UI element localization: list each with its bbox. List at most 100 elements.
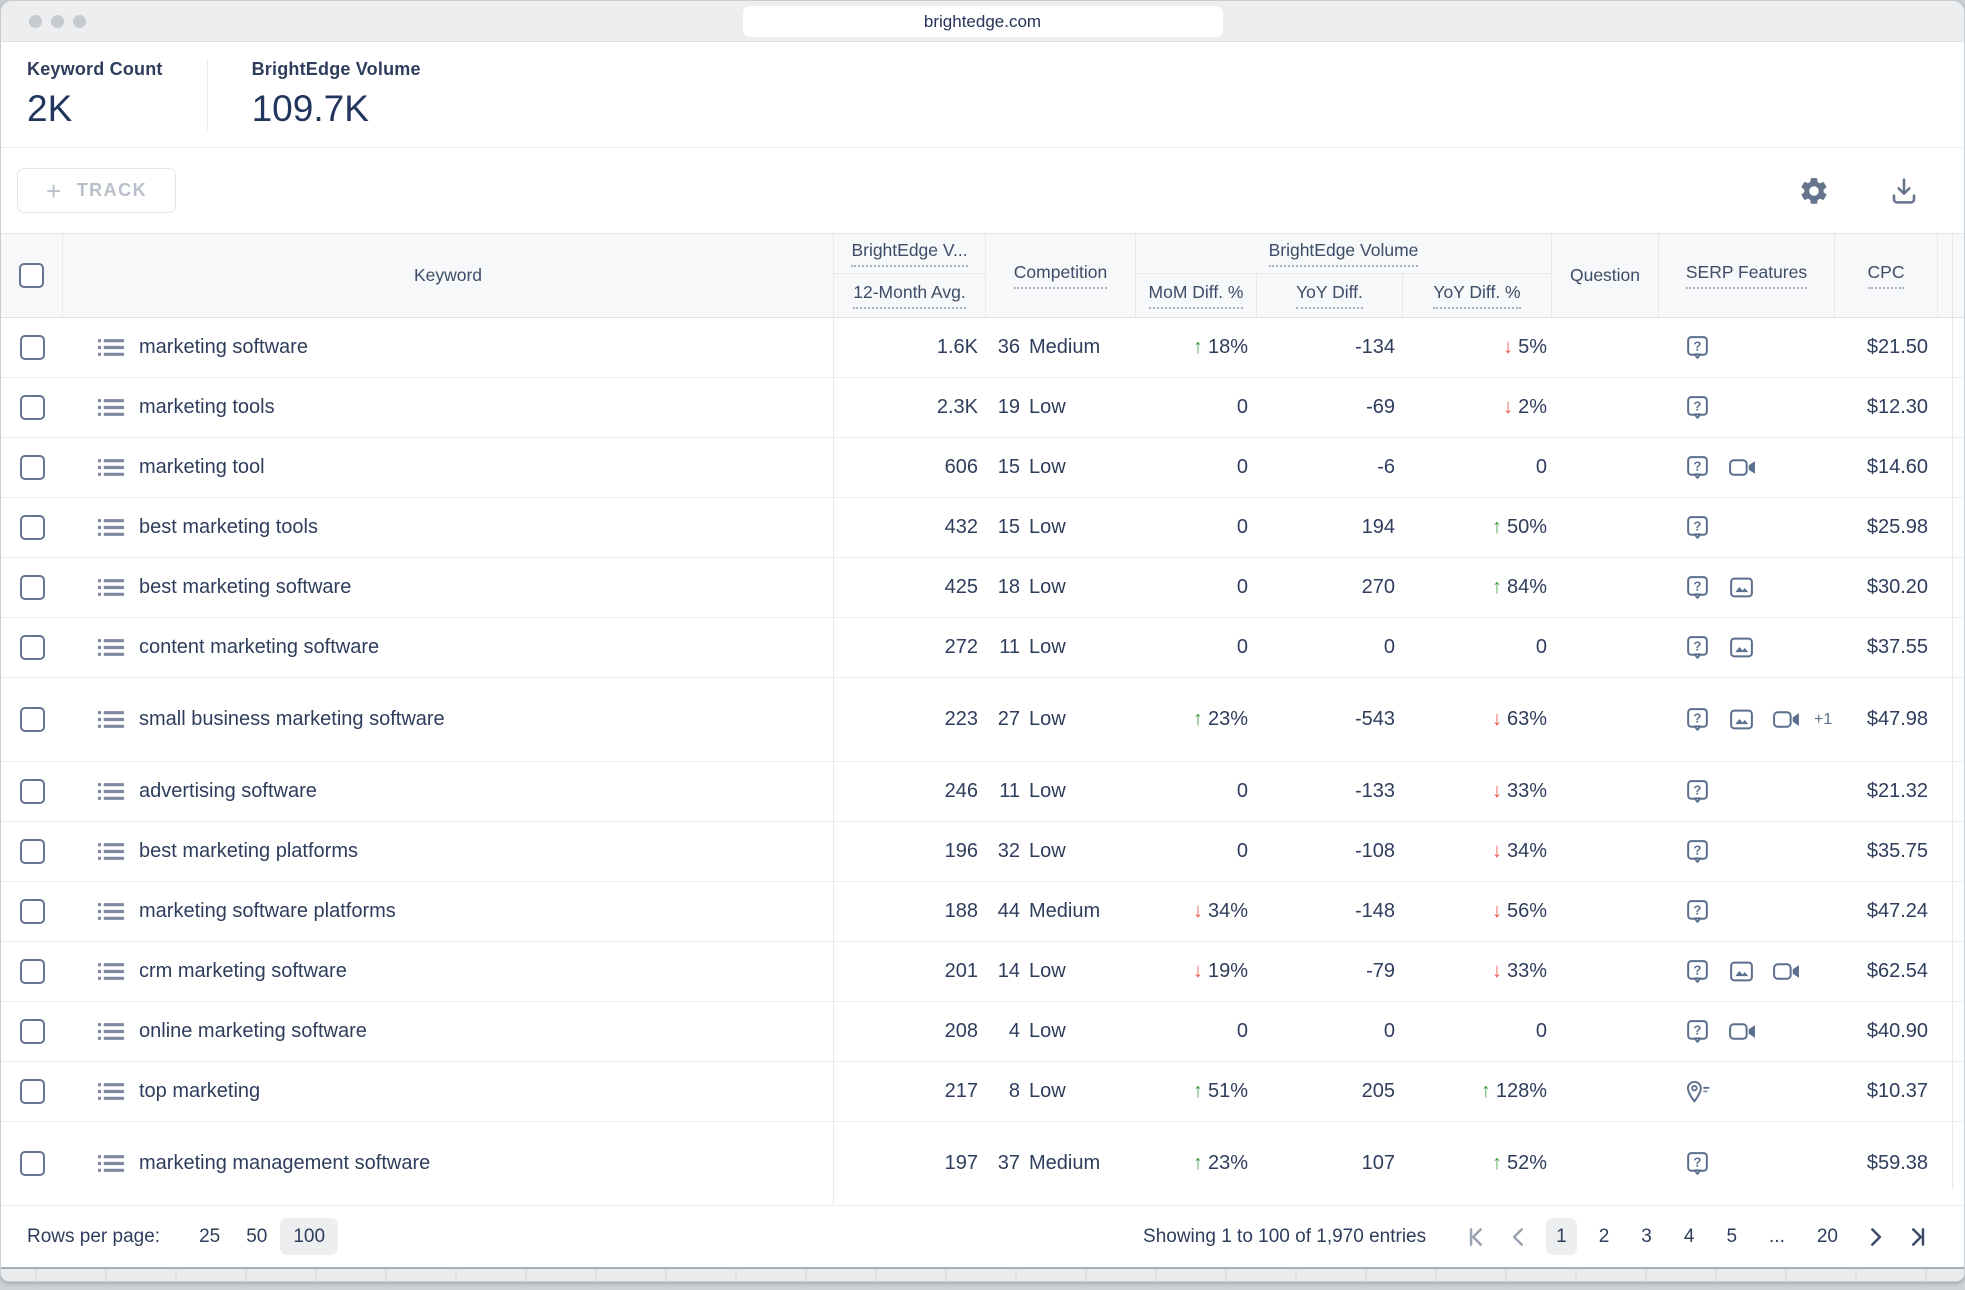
question-cell: [1552, 882, 1659, 941]
row-checkbox[interactable]: [19, 515, 45, 540]
yoy-diff-value: -148: [1354, 900, 1395, 922]
row-checkbox[interactable]: [19, 707, 45, 732]
list-icon[interactable]: [96, 1020, 126, 1043]
keyword-text[interactable]: top marketing: [139, 1080, 261, 1102]
keyword-text[interactable]: marketing software platforms: [139, 900, 396, 922]
keyword-text[interactable]: crm marketing software: [139, 960, 347, 982]
keyword-text[interactable]: best marketing tools: [139, 516, 318, 538]
image-icon: [1730, 637, 1753, 658]
row-checkbox[interactable]: [19, 1079, 45, 1104]
window-controls[interactable]: [29, 15, 86, 28]
keyword-text[interactable]: advertising software: [139, 780, 317, 802]
svg-text:?: ?: [1694, 711, 1702, 726]
row-checkbox[interactable]: [19, 455, 45, 480]
row-checkbox[interactable]: [19, 575, 45, 600]
page-number-2[interactable]: 2: [1598, 1225, 1610, 1247]
list-icon[interactable]: [96, 780, 126, 803]
page-size-option-100[interactable]: 100: [280, 1217, 339, 1255]
competition-score: 15: [997, 516, 1020, 538]
serp-extra-count[interactable]: +1: [1814, 710, 1833, 728]
select-all-checkbox[interactable]: [19, 263, 44, 288]
question-icon: ?: [1687, 708, 1708, 731]
keyword-text[interactable]: best marketing software: [139, 576, 352, 598]
svg-text:?: ?: [1694, 579, 1702, 594]
row-checkbox[interactable]: [19, 1019, 45, 1044]
table-row: advertising software 246 11 Low 0 -133 ↓ 33%? $2…: [1, 762, 1964, 822]
page-number-20[interactable]: 20: [1816, 1225, 1838, 1247]
keyword-text[interactable]: small business marketing software: [139, 708, 445, 730]
competition-score: 11: [999, 780, 1020, 802]
list-icon[interactable]: [96, 336, 126, 359]
mom-diff-value: 0: [1236, 576, 1248, 598]
question-cell: [1552, 942, 1659, 1001]
row-checkbox[interactable]: [19, 779, 45, 804]
question-icon: ?: [1687, 1020, 1708, 1043]
track-button[interactable]: + TRACK: [17, 168, 177, 213]
list-icon[interactable]: [96, 1080, 126, 1103]
download-icon[interactable]: [1888, 175, 1920, 207]
svg-text:?: ?: [1694, 1023, 1702, 1038]
page-size-option-25[interactable]: 25: [199, 1225, 221, 1247]
serp-features-cell: ?: [1659, 762, 1835, 821]
question-icon: ?: [1687, 516, 1708, 539]
keyword-text[interactable]: content marketing software: [139, 636, 380, 658]
col-header-yoy-diff: YoY Diff.: [1257, 274, 1403, 317]
row-checkbox[interactable]: [19, 839, 45, 864]
keyword-text[interactable]: marketing tools: [139, 396, 275, 418]
next-page-icon[interactable]: [1862, 1224, 1888, 1250]
image-icon: [1730, 961, 1753, 982]
12-month-avg-value: 188: [944, 900, 978, 922]
competition-label: Low: [1029, 840, 1066, 862]
list-icon[interactable]: [96, 636, 126, 659]
page-size-option-50[interactable]: 50: [246, 1225, 268, 1247]
yoy-diff-pct-value: 128%: [1495, 1080, 1547, 1102]
row-checkbox[interactable]: [19, 1151, 45, 1176]
list-icon[interactable]: [96, 708, 126, 731]
prev-page-icon[interactable]: [1506, 1224, 1532, 1250]
question-cell: [1552, 1062, 1659, 1121]
svg-text:?: ?: [1694, 903, 1702, 918]
url-text: brightedge.com: [923, 11, 1042, 31]
list-icon[interactable]: [96, 516, 126, 539]
keyword-text[interactable]: marketing tool: [139, 456, 265, 478]
url-bar[interactable]: brightedge.com: [742, 6, 1223, 37]
list-icon[interactable]: [96, 396, 126, 419]
yoy-diff-value: -6: [1377, 456, 1395, 478]
keyword-text[interactable]: marketing software: [139, 336, 308, 358]
svg-text:?: ?: [1694, 339, 1702, 354]
mom-diff-value: 0: [1236, 456, 1248, 478]
yoy-diff-pct-value: 50%: [1506, 516, 1547, 538]
col-header-yoy-diff-pct: YoY Diff. %: [1403, 274, 1552, 317]
col-header-12-month-avg: 12-Month Avg.: [834, 274, 986, 317]
competition-score: 36: [997, 336, 1020, 358]
mom-diff-value: 34%: [1207, 900, 1248, 922]
row-checkbox[interactable]: [19, 959, 45, 984]
list-icon[interactable]: [96, 840, 126, 863]
gear-icon[interactable]: [1798, 175, 1830, 207]
question-icon: ?: [1687, 336, 1708, 359]
12-month-avg-value: 432: [944, 516, 978, 538]
keyword-text[interactable]: best marketing platforms: [139, 840, 358, 862]
row-checkbox[interactable]: [19, 335, 45, 360]
list-icon[interactable]: [96, 1152, 126, 1175]
list-icon[interactable]: [96, 960, 126, 983]
keyword-text[interactable]: online marketing software: [139, 1020, 367, 1042]
page-number-4[interactable]: 4: [1683, 1225, 1695, 1247]
col-header-keyword: Keyword: [63, 234, 834, 317]
svg-text:?: ?: [1694, 963, 1702, 978]
first-page-icon[interactable]: [1464, 1224, 1490, 1250]
last-page-icon[interactable]: [1904, 1224, 1930, 1250]
page-number-5[interactable]: 5: [1726, 1225, 1738, 1247]
row-checkbox[interactable]: [19, 899, 45, 924]
list-icon[interactable]: [96, 576, 126, 599]
row-checkbox[interactable]: [19, 635, 45, 660]
up-arrow-icon: ↑: [1491, 516, 1502, 538]
row-checkbox[interactable]: [19, 395, 45, 420]
page-number-1[interactable]: 1: [1546, 1217, 1577, 1255]
scrollbar-track[interactable]: [1952, 234, 1953, 1189]
keyword-text[interactable]: marketing management software: [139, 1152, 431, 1174]
list-icon[interactable]: [96, 900, 126, 923]
list-icon[interactable]: [96, 456, 126, 479]
page-number-3[interactable]: 3: [1641, 1225, 1652, 1247]
yoy-diff-pct-value: 2%: [1518, 396, 1547, 418]
